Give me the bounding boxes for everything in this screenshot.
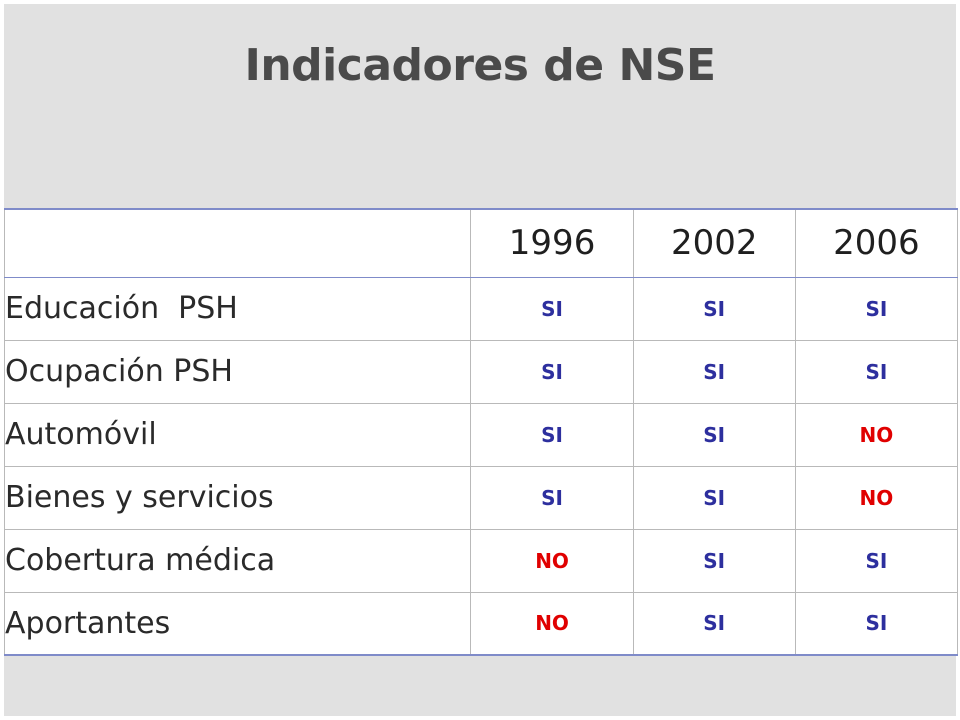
value-cell: NO xyxy=(794,402,959,467)
table-row: Ocupación PSH SI SI SI xyxy=(3,339,959,404)
value-cell: NO xyxy=(794,465,959,530)
page-title: Indicadores de NSE xyxy=(244,40,716,91)
year-header-2002: 2002 xyxy=(632,208,796,278)
value-cell: SI xyxy=(794,276,959,341)
year-header-2006: 2006 xyxy=(794,208,959,278)
value-cell: NO xyxy=(470,591,634,656)
value-cell: SI xyxy=(632,591,796,656)
table-row: Bienes y servicios SI SI NO xyxy=(3,465,959,530)
table-row: Automóvil SI SI NO xyxy=(3,402,959,467)
value-cell: SI xyxy=(632,402,796,467)
value-cell: SI xyxy=(632,528,796,593)
row-label: Educación PSH xyxy=(3,276,472,341)
value-cell: SI xyxy=(470,339,634,404)
row-label: Cobertura médica xyxy=(3,528,472,593)
table-row: Educación PSH SI SI SI xyxy=(3,276,959,341)
table-row: Aportantes NO SI SI xyxy=(3,591,959,656)
indicators-table: 1996 2002 2006 Educación PSH SI SI SI Oc… xyxy=(3,208,959,656)
value-cell: SI xyxy=(632,465,796,530)
value-cell: SI xyxy=(794,591,959,656)
table-row: Cobertura médica NO SI SI xyxy=(3,528,959,593)
value-cell: NO xyxy=(470,528,634,593)
value-cell: SI xyxy=(632,339,796,404)
value-cell: SI xyxy=(470,402,634,467)
row-label: Aportantes xyxy=(3,591,472,656)
value-cell: SI xyxy=(470,276,634,341)
year-header-1996: 1996 xyxy=(470,208,634,278)
value-cell: SI xyxy=(794,528,959,593)
value-cell: SI xyxy=(470,465,634,530)
value-cell: SI xyxy=(632,276,796,341)
row-label: Automóvil xyxy=(3,402,472,467)
value-cell: SI xyxy=(794,339,959,404)
table-header-row: 1996 2002 2006 xyxy=(3,208,959,278)
header-empty-cell xyxy=(3,208,472,278)
row-label: Bienes y servicios xyxy=(3,465,472,530)
row-label: Ocupación PSH xyxy=(3,339,472,404)
